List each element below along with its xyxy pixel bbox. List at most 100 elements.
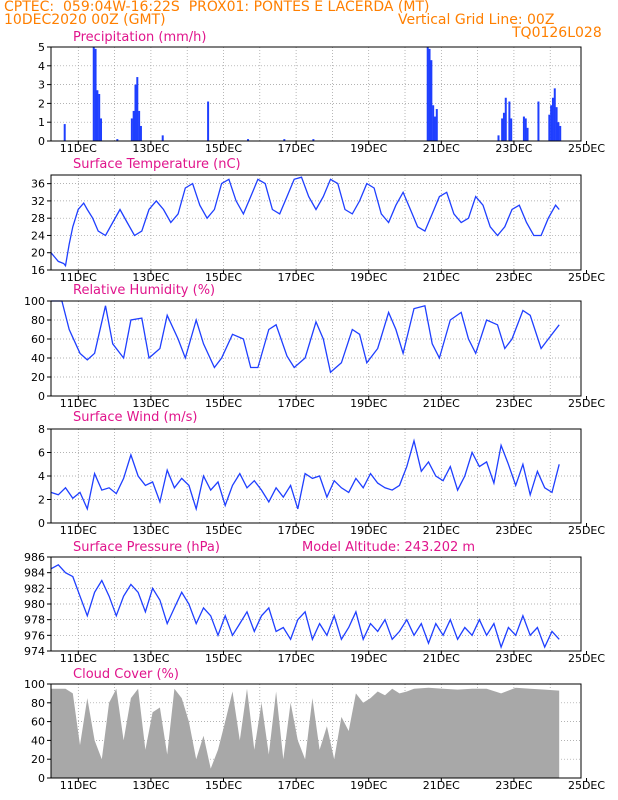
- x-tick-label: 25DEC: [568, 524, 605, 537]
- pressure-series-line: [50, 563, 560, 650]
- x-tick-label: 21DEC: [423, 779, 460, 792]
- precip-bar: [508, 101, 511, 141]
- x-tick-label: 19DEC: [350, 142, 387, 155]
- y-tick-label: 80: [31, 697, 45, 710]
- x-tick-label: 13DEC: [132, 397, 169, 410]
- x-tick-label: 11DEC: [60, 652, 97, 665]
- x-tick-label: 11DEC: [60, 397, 97, 410]
- y-tick-label: 60: [31, 333, 45, 346]
- x-tick-label: 23DEC: [495, 142, 532, 155]
- precip-bar: [138, 110, 141, 141]
- precip-bar: [207, 101, 210, 141]
- precip-title: Precipitation (mm/h): [73, 30, 206, 45]
- x-tick-label: 25DEC: [568, 271, 605, 284]
- y-tick-label: 984: [24, 567, 45, 580]
- y-tick-label: 20: [31, 753, 45, 766]
- x-tick-label: 25DEC: [568, 142, 605, 155]
- precip-bar: [116, 139, 119, 141]
- y-tick-label: 40: [31, 352, 45, 365]
- y-tick-label: 976: [24, 629, 45, 642]
- x-tick-label: 17DEC: [278, 397, 315, 410]
- precip-bar: [430, 60, 433, 141]
- x-tick-label: 17DEC: [278, 652, 315, 665]
- y-tick-label: 20: [31, 371, 45, 384]
- precip-bar: [433, 116, 436, 141]
- wind-series-line: [50, 438, 560, 512]
- precip-bar: [559, 125, 562, 141]
- precip-bar: [130, 118, 133, 141]
- temp-series-line: [50, 176, 560, 268]
- y-tick-label: 980: [24, 598, 45, 611]
- x-tick-label: 23DEC: [495, 524, 532, 537]
- x-tick-label: 25DEC: [568, 779, 605, 792]
- pressure-title: Surface Pressure (hPa): [73, 540, 220, 555]
- precip-bar: [98, 94, 101, 141]
- x-tick-label: 17DEC: [278, 271, 315, 284]
- precip-bar: [537, 101, 540, 141]
- precip-bar: [134, 84, 137, 141]
- y-tick-label: 36: [31, 178, 45, 191]
- rh-title: Relative Humidity (%): [73, 283, 215, 298]
- y-tick-label: 100: [24, 295, 45, 308]
- temp-title: Surface Temperature (nC): [73, 157, 241, 172]
- x-tick-label: 19DEC: [350, 652, 387, 665]
- y-tick-label: 2: [38, 97, 45, 110]
- x-tick-label: 11DEC: [60, 779, 97, 792]
- x-tick-label: 11DEC: [60, 271, 97, 284]
- x-tick-label: 23DEC: [495, 271, 532, 284]
- x-tick-label: 13DEC: [132, 652, 169, 665]
- panel-frame: [50, 300, 582, 397]
- x-tick-label: 15DEC: [205, 142, 242, 155]
- x-tick-label: 15DEC: [205, 524, 242, 537]
- precip-bar: [526, 127, 529, 141]
- x-tick-label: 15DEC: [205, 652, 242, 665]
- precip-bar: [161, 135, 164, 141]
- wind-title: Surface Wind (m/s): [73, 410, 197, 425]
- y-tick-label: 1: [38, 116, 45, 129]
- y-tick-label: 0: [38, 772, 45, 785]
- y-tick-label: 974: [24, 645, 45, 658]
- y-tick-label: 32: [31, 195, 45, 208]
- y-tick-label: 4: [38, 60, 45, 73]
- x-tick-label: 21DEC: [423, 652, 460, 665]
- y-tick-label: 978: [24, 614, 45, 627]
- y-tick-label: 100: [24, 678, 45, 691]
- y-tick-label: 24: [31, 229, 45, 242]
- y-tick-label: 16: [31, 264, 45, 277]
- header-grid-note: Vertical Grid Line: 00Z: [398, 12, 555, 28]
- x-tick-label: 21DEC: [423, 524, 460, 537]
- y-tick-label: 60: [31, 716, 45, 729]
- y-tick-label: 4: [38, 470, 45, 483]
- rh-series-line: [51, 300, 560, 374]
- x-tick-label: 23DEC: [495, 779, 532, 792]
- y-tick-label: 40: [31, 734, 45, 747]
- precip-bar: [557, 122, 560, 141]
- x-tick-label: 19DEC: [350, 779, 387, 792]
- precip-bar: [548, 114, 551, 141]
- panel-frame: [50, 46, 582, 142]
- precip-bar: [502, 112, 505, 141]
- x-tick-label: 11DEC: [60, 142, 97, 155]
- x-tick-label: 21DEC: [423, 397, 460, 410]
- precip-bar: [497, 135, 500, 141]
- y-tick-label: 0: [38, 390, 45, 403]
- precip-bar: [555, 107, 558, 141]
- x-tick-label: 19DEC: [350, 271, 387, 284]
- x-tick-label: 13DEC: [132, 524, 169, 537]
- y-tick-label: 5: [38, 41, 45, 54]
- x-tick-label: 25DEC: [568, 652, 605, 665]
- x-tick-label: 15DEC: [205, 271, 242, 284]
- precip-bar: [63, 124, 66, 141]
- precip-bar: [100, 118, 103, 141]
- precip-bar: [94, 48, 97, 141]
- y-tick-label: 2: [38, 494, 45, 507]
- y-tick-label: 80: [31, 314, 45, 327]
- cloud-cover-area: [51, 687, 560, 778]
- x-tick-label: 25DEC: [568, 397, 605, 410]
- precip-bar: [92, 47, 95, 141]
- header-run-time: 10DEC2020 00Z (GMT): [4, 12, 166, 28]
- x-tick-label: 13DEC: [132, 142, 169, 155]
- precip-bar: [504, 97, 507, 141]
- precip-bar: [247, 139, 250, 141]
